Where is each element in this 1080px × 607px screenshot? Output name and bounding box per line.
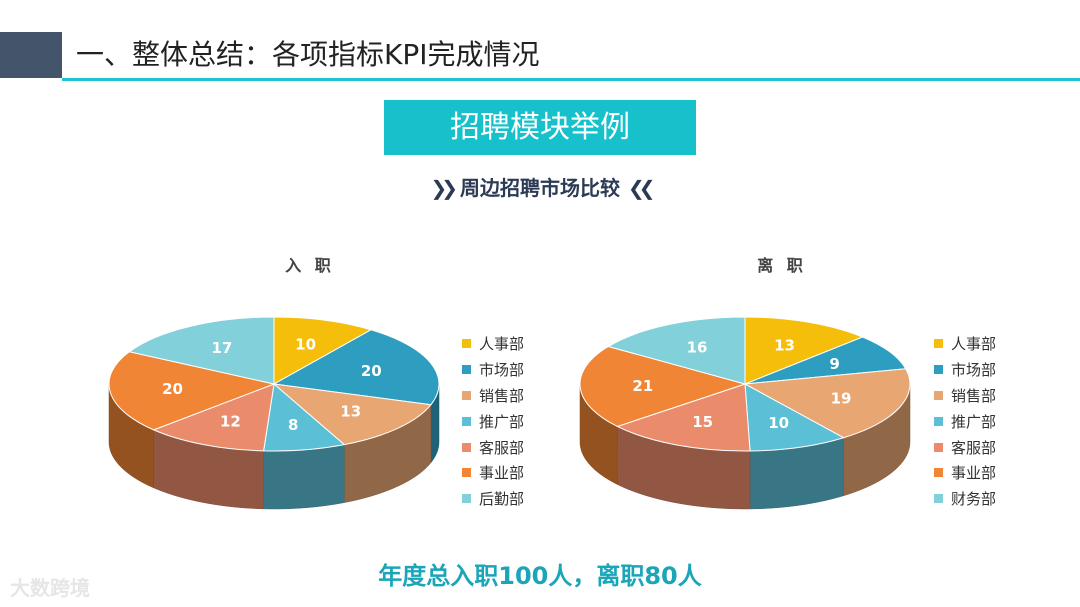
data-label-1-5: 21 (632, 377, 653, 395)
legend-swatch (462, 494, 471, 504)
legend-label: 推广部 (479, 412, 525, 431)
pie-slice-1-3 (744, 383, 845, 452)
legend-item: 销售部 (934, 383, 996, 409)
legend-label: 人事部 (479, 335, 525, 354)
legend-label: 市场部 (479, 361, 525, 380)
legend-item: 后勤部 (462, 486, 524, 512)
data-label-1-4: 15 (692, 413, 713, 431)
legend-item: 人事部 (462, 331, 524, 357)
data-label-0-5: 20 (162, 380, 183, 398)
legend-label: 人事部 (951, 335, 997, 354)
pie-slice-1-6 (607, 316, 746, 385)
legend-swatch (934, 468, 943, 478)
data-label-0-3: 8 (288, 416, 298, 434)
legend-item: 财务部 (934, 486, 996, 512)
legend-label: 财务部 (951, 490, 997, 509)
legend-swatch (462, 339, 471, 349)
data-label-0-0: 10 (295, 335, 316, 353)
header-accent-block (0, 32, 62, 78)
chart-title-hire: 入 职 (285, 256, 335, 275)
subtitle-text: 周边招聘市场比较 (460, 176, 620, 200)
legend-label: 事业部 (479, 464, 525, 483)
data-label-1-1: 9 (829, 355, 839, 373)
legend-swatch (462, 390, 471, 400)
legend-item: 销售部 (462, 383, 524, 409)
legend-item: 客服部 (934, 434, 996, 460)
legend-item: 客服部 (462, 434, 524, 460)
legend-item: 事业部 (934, 460, 996, 486)
legend-item: 推广部 (462, 408, 524, 434)
legend-label: 后勤部 (479, 490, 525, 509)
legend-swatch (462, 442, 471, 452)
data-label-1-2: 19 (831, 389, 852, 407)
pie-slice-1-5 (579, 345, 747, 427)
data-label-1-0: 13 (774, 337, 795, 355)
legend-swatch (462, 468, 471, 478)
data-label-0-2: 13 (340, 402, 361, 420)
data-label-0-1: 20 (361, 362, 382, 380)
legend-label: 客服部 (951, 438, 997, 457)
legend-label: 销售部 (951, 386, 997, 405)
pie-slice-0-0 (273, 316, 373, 385)
pie-slice-0-4 (152, 383, 275, 452)
pie-chart-0: 10 20 13 8 12 20 17 (108, 316, 440, 510)
pie-slice-0-1 (272, 329, 440, 406)
legend-swatch (934, 365, 943, 375)
legend-swatch (934, 494, 943, 504)
legend-swatch (934, 339, 943, 349)
legend-swatch (462, 416, 471, 426)
pie-slice-1-2 (743, 368, 911, 439)
legend-hire: 人事部市场部销售部推广部客服部事业部后勤部 (462, 331, 524, 512)
chart-title-leave: 离 职 (757, 256, 807, 275)
watermark-logo: 大数跨境 (10, 576, 90, 600)
legend-swatch (462, 365, 471, 375)
pie-slice-1-0 (744, 316, 864, 385)
pie-slice-0-2 (272, 383, 432, 446)
pie-chart-1: 13 9 19 10 15 21 16 (579, 316, 911, 510)
legend-leave: 人事部市场部销售部推广部客服部事业部财务部 (934, 331, 996, 512)
legend-item: 事业部 (462, 460, 524, 486)
summary-text: 年度总入职100人，离职80人 (378, 562, 702, 590)
data-label-1-6: 16 (687, 338, 708, 356)
legend-item: 市场部 (934, 357, 996, 383)
legend-swatch (934, 416, 943, 426)
data-label-0-6: 17 (211, 339, 232, 357)
legend-label: 客服部 (479, 438, 525, 457)
pie-slice-0-6 (128, 316, 275, 385)
legend-label: 事业部 (951, 464, 997, 483)
section-subtitle: ❯❯ 周边招聘市场比较 ❮❮ (340, 172, 740, 201)
legend-swatch (934, 390, 943, 400)
page-title: 一、整体总结：各项指标KPI完成情况 (76, 38, 540, 71)
legend-label: 市场部 (951, 361, 997, 380)
legend-label: 推广部 (951, 412, 997, 431)
pie-slice-side-0-3 (263, 444, 345, 510)
legend-item: 人事部 (934, 331, 996, 357)
legend-item: 推广部 (934, 408, 996, 434)
section-banner: 招聘模块举例 (384, 100, 696, 155)
header-divider (62, 78, 1080, 81)
legend-label: 销售部 (479, 386, 525, 405)
data-label-0-4: 12 (220, 413, 241, 431)
legend-item: 市场部 (462, 357, 524, 383)
pie-slice-1-4 (616, 383, 751, 452)
legend-swatch (934, 442, 943, 452)
pie-slice-0-5 (108, 351, 276, 431)
data-label-1-3: 10 (768, 414, 789, 432)
